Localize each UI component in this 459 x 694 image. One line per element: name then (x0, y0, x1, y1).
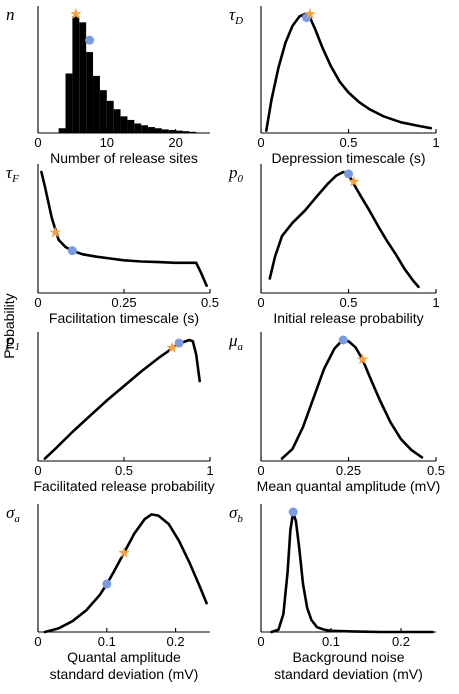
panel-1-histogram-bar (175, 130, 183, 133)
panel-4-x-tick-label: 1 (432, 295, 439, 310)
panel-3-parameter-symbol: τF (6, 163, 19, 185)
panel-1-histogram-bar (141, 125, 149, 133)
panel-6-x-tick-label: 0.25 (336, 463, 361, 478)
panel-1-histogram-bar (79, 22, 87, 133)
panel-1-histogram-bar (58, 128, 66, 133)
panel-1-x-axis-label: Number of release sites (50, 150, 198, 166)
panel-1-histogram-bar (86, 52, 94, 133)
panel-1-x-tick-label: 10 (100, 135, 114, 150)
panel-7-estimate-circle-marker (102, 579, 112, 589)
panel-5-x-tick-label: 0.5 (115, 463, 133, 478)
panel-1-histogram-bar (134, 123, 142, 133)
panel-4-x-tick-label: 0 (257, 295, 264, 310)
panel-8-x-tick-label: 0.2 (392, 634, 410, 649)
panel-6-x-axis-label: Mean quantal amplitude (mV) (257, 478, 441, 494)
panel-5-x-tick-label: 1 (206, 463, 213, 478)
panel-2-x-tick-label: 0 (257, 135, 264, 150)
panel-4-estimate-circle-marker (344, 169, 353, 179)
panel-7-true-value-star-marker (118, 546, 130, 558)
panel-6-estimate-circle-marker (338, 335, 348, 345)
panel-8-estimate-circle-marker (288, 507, 298, 517)
panel-3-x-tick-label: 0 (34, 295, 41, 310)
panel-2-x-axis-label: Depression timescale (s) (271, 150, 425, 166)
panel-1-x-tick-label: 20 (168, 135, 182, 150)
panel-8-parameter-symbol: σb (229, 503, 243, 525)
panel-6-x-tick-label: 0 (257, 463, 264, 478)
panel-4-x-axis-label: Initial release probability (273, 310, 423, 326)
panel-7-parameter-symbol: σa (6, 503, 20, 525)
panel-6-parameter-symbol: μa (228, 331, 244, 353)
panel-4-posterior-curve (268, 170, 420, 289)
y-axis-label: Probability (1, 293, 17, 358)
panel-7-x-tick-label: 0.1 (98, 634, 116, 649)
panel-3-true-value-star-marker (49, 226, 61, 238)
panel-5-true-value-star-marker (166, 341, 178, 353)
panel-1-histogram-bar (113, 109, 121, 133)
panel-6-true-value-star-marker (356, 353, 369, 365)
panel-4-parameter-symbol: p0 (228, 163, 244, 185)
panel-1-histogram-bar (148, 127, 155, 133)
panel-6-posterior-curve (280, 339, 424, 460)
panel-2-posterior-curve (265, 12, 433, 132)
panel-1-histogram-bar (161, 129, 169, 133)
panel-5-x-axis-label: Facilitated release probability (33, 478, 214, 494)
panel-8-posterior-curve (270, 510, 434, 634)
panel-1-histogram-bar (72, 16, 80, 134)
panel-1-parameter-symbol: n (6, 5, 15, 24)
panel-4-true-value-star-marker (348, 175, 360, 187)
panel-1-histogram-bar (127, 119, 135, 133)
panel-1-histogram-bar (120, 116, 128, 133)
panel-3-x-tick-label: 0.5 (201, 295, 219, 310)
panel-1-histogram-bar (189, 131, 197, 133)
panel-5-estimate-circle-marker (174, 338, 184, 348)
panel-5-posterior-curve (43, 338, 201, 460)
panel-4-x-tick-label: 0.5 (339, 295, 357, 310)
panel-1-histogram-bar (154, 128, 162, 133)
panel-1-histogram-bar (106, 100, 114, 133)
panel-7-x-tick-label: 0.2 (167, 634, 185, 649)
panel-2-x-tick-label: 0.5 (339, 135, 357, 150)
panel-3-x-tick-label: 0.25 (111, 295, 136, 310)
panel-8-x-axis-label: Background noise (292, 649, 404, 665)
panel-2-x-tick-label: 1 (432, 135, 439, 150)
panel-8-x-axis-label: standard deviation (mV) (274, 666, 423, 682)
panel-7-posterior-curve (43, 513, 208, 634)
panel-3-estimate-circle-marker (67, 246, 77, 256)
panel-7-x-axis-label: standard deviation (mV) (50, 666, 199, 682)
panel-2-parameter-symbol: τD (229, 5, 243, 27)
panel-1-x-tick-label: 0 (34, 135, 41, 150)
panel-8-x-tick-label: 0 (257, 634, 264, 649)
panel-8-x-tick-label: 0.1 (322, 634, 340, 649)
panel-1-histogram-bar (182, 131, 190, 133)
panel-1-estimate-circle-marker (85, 35, 95, 45)
panel-1-histogram-bar (65, 73, 73, 133)
panel-1-histogram-bar (99, 90, 107, 133)
panel-1-true-value-star-marker (70, 8, 82, 19)
panel-3-posterior-curve (40, 170, 208, 287)
panel-6-x-tick-label: 0.5 (427, 463, 445, 478)
panel-5-x-tick-label: 0 (34, 463, 41, 478)
panel-3-x-axis-label: Facilitation timescale (s) (49, 310, 199, 326)
panel-2-true-value-star-marker (304, 8, 316, 19)
panel-1-histogram-bar (93, 75, 100, 133)
panel-7-x-tick-label: 0 (34, 634, 41, 649)
panel-1-histogram-bar (168, 130, 176, 133)
panel-7-x-axis-label: Quantal amplitude (67, 649, 181, 665)
panel-5-parameter-symbol: p1 (5, 331, 20, 353)
